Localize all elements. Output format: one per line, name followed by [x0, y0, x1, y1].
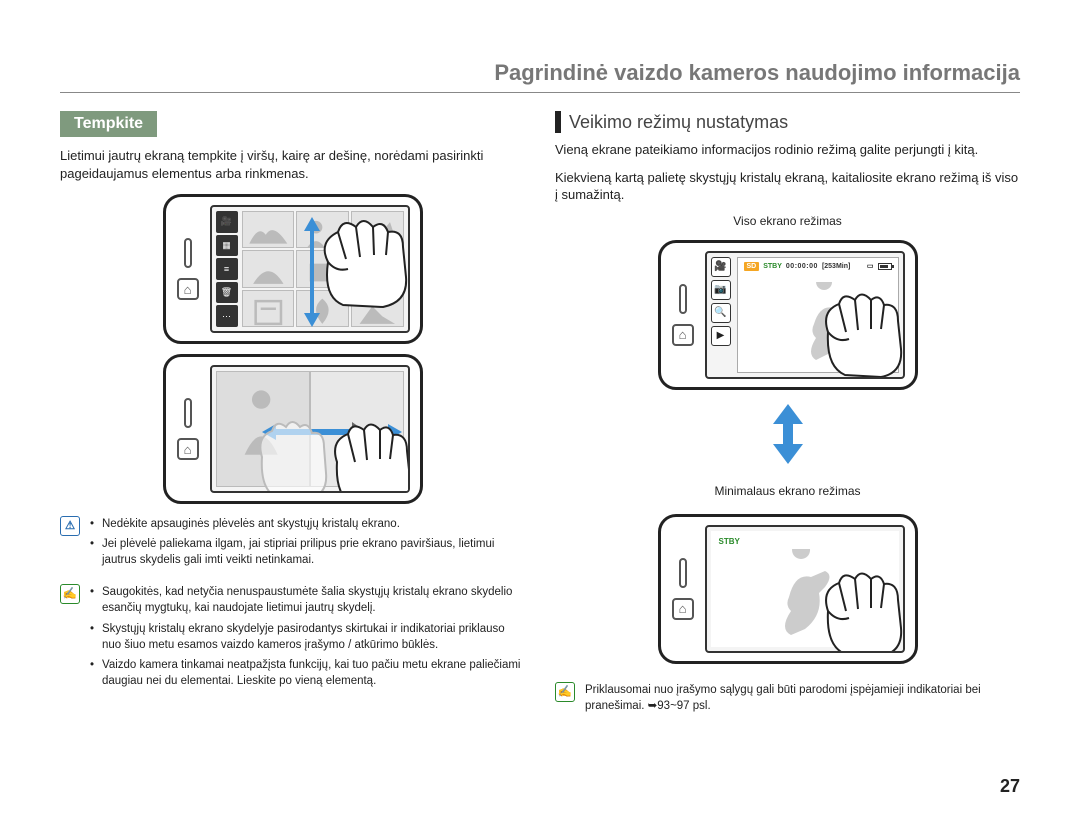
- warning-item: Nedėkite apsauginės plėvelės ant skystųj…: [90, 516, 525, 532]
- thumbnail[interactable]: [242, 250, 295, 287]
- warning-icon: ⚠: [60, 516, 80, 536]
- thumbnail[interactable]: [351, 290, 404, 327]
- drag-arrow-vertical-icon: [302, 217, 322, 327]
- zoom-icon[interactable]: 🔍: [711, 303, 731, 323]
- playback-screen[interactable]: [210, 365, 410, 493]
- speaker-pill: [184, 398, 192, 428]
- side-icon-strip: 🎥 ▦ ≡ 🗑 ⋯: [216, 211, 238, 327]
- left-intro: Lietimui jautrų ekraną tempkite į viršų,…: [60, 147, 525, 182]
- thumbnail[interactable]: [242, 290, 295, 327]
- side-icon[interactable]: ⋯: [216, 305, 238, 327]
- thumbnail-grid: [242, 211, 404, 327]
- heading-bar: [555, 111, 561, 133]
- section-heading: Veikimo režimų nustatymas: [555, 111, 1020, 133]
- heading-text: Veikimo režimų nustatymas: [569, 112, 788, 133]
- home-button[interactable]: ⌂: [672, 598, 694, 620]
- thumbnail[interactable]: [351, 250, 404, 287]
- card-icon: ▭: [867, 262, 874, 270]
- record-viewport: SD STBY 00:00:00 [253Min] ▭: [737, 257, 899, 373]
- warning-item: Jei plėvelė paliekama ilgam, jai stipria…: [90, 536, 525, 568]
- thumbnail[interactable]: [351, 211, 404, 248]
- home-icon: ⌂: [184, 442, 192, 457]
- info-item: Vaizdo kamera tinkamai neatpažįsta funkc…: [90, 657, 525, 689]
- caption-min: Minimalaus ekrano režimas: [714, 484, 860, 498]
- home-button[interactable]: ⌂: [672, 324, 694, 346]
- rec-remaining: [253Min]: [822, 263, 850, 270]
- min-stby-label: STBY: [719, 537, 740, 546]
- info-icon: ✍: [555, 682, 575, 702]
- record-screen-full[interactable]: 🎥 📷 🔍 ▶ SD STBY 00:00:00 [253Min]: [705, 251, 905, 379]
- side-icon[interactable]: ≡: [216, 258, 238, 280]
- mode-icon[interactable]: 📷: [711, 280, 731, 300]
- tempkite-badge: Tempkite: [60, 111, 157, 137]
- home-button[interactable]: ⌂: [177, 278, 199, 300]
- right-column: Veikimo režimų nustatymas Vieną ekrane p…: [555, 111, 1020, 714]
- two-column-layout: Tempkite Lietimui jautrų ekraną tempkite…: [60, 111, 1020, 714]
- side-icon[interactable]: 🗑: [216, 282, 238, 304]
- mode-toggle-arrow: [771, 404, 805, 464]
- grid-screen[interactable]: 🎥 ▦ ≡ 🗑 ⋯: [210, 205, 410, 333]
- device-home-column: ⌂: [174, 238, 202, 300]
- speaker-pill: [679, 558, 687, 588]
- info-item: Saugokitės, kad netyčia nenuspaustumėte …: [90, 584, 525, 616]
- mode-icon[interactable]: 🎥: [711, 257, 731, 277]
- device-home-column: ⌂: [669, 284, 697, 346]
- manual-page: Pagrindinė vaizdo kameros naudojimo info…: [0, 0, 1080, 827]
- speaker-pill: [679, 284, 687, 314]
- record-screen-min[interactable]: STBY: [705, 525, 905, 653]
- battery-icon: [878, 263, 892, 270]
- rec-time: 00:00:00: [786, 263, 818, 270]
- device-home-column: ⌂: [174, 398, 202, 460]
- info-list: Saugokitės, kad netyčia nenuspaustumėte …: [90, 584, 525, 693]
- home-icon: ⌂: [184, 282, 192, 297]
- device-grid-drag: ⌂ 🎥 ▦ ≡ 🗑 ⋯: [163, 194, 423, 344]
- right-para1: Vieną ekrane pateikiamo informacijos rod…: [555, 141, 1020, 159]
- footer-note-text: Priklausomai nuo įrašymo sąlygų gali būt…: [585, 682, 1020, 714]
- record-status-bar: SD STBY 00:00:00 [253Min] ▭: [744, 262, 892, 271]
- left-devices: ⌂ 🎥 ▦ ≡ 🗑 ⋯: [60, 194, 525, 504]
- home-button[interactable]: ⌂: [177, 438, 199, 460]
- left-column: Tempkite Lietimui jautrų ekraną tempkite…: [60, 111, 525, 714]
- right-para2: Kiekvieną kartą palietę skystųjų kristal…: [555, 169, 1020, 204]
- record-icon-strip: 🎥 📷 🔍 ▶: [711, 257, 733, 373]
- subject-silhouette: [796, 282, 866, 362]
- footer-note: ✍ Priklausomai nuo įrašymo sąlygų gali b…: [555, 682, 1020, 714]
- side-icon[interactable]: ▦: [216, 235, 238, 257]
- side-icon[interactable]: 🎥: [216, 211, 238, 233]
- double-arrow-icon: [771, 404, 805, 464]
- stby-label: STBY: [763, 263, 782, 270]
- device-fullscreen-mode: ⌂ 🎥 📷 🔍 ▶ SD STBY: [658, 240, 918, 390]
- horizontal-rule: [60, 92, 1020, 93]
- sd-badge: SD: [744, 262, 760, 271]
- speaker-pill: [184, 238, 192, 268]
- subject-silhouette: [769, 549, 849, 639]
- device-home-column: ⌂: [669, 558, 697, 620]
- drag-arrow-horizontal-icon: [262, 422, 402, 442]
- warning-note: ⚠ Nedėkite apsauginės plėvelės ant skyst…: [60, 516, 525, 572]
- page-number: 27: [1000, 776, 1020, 797]
- info-item: Skystųjų kristalų ekrano skydelyje pasir…: [90, 621, 525, 653]
- play-mode-icon[interactable]: ▶: [711, 326, 731, 346]
- info-note: ✍ Saugokitės, kad netyčia nenuspaustumėt…: [60, 584, 525, 693]
- thumbnail[interactable]: [242, 211, 295, 248]
- home-icon: ⌂: [679, 327, 687, 342]
- right-devices: ⌂ 🎥 📷 🔍 ▶ SD STBY: [555, 240, 1020, 664]
- page-title: Pagrindinė vaizdo kameros naudojimo info…: [60, 60, 1020, 86]
- info-icon: ✍: [60, 584, 80, 604]
- home-icon: ⌂: [679, 601, 687, 616]
- caption-full: Viso ekrano režimas: [555, 214, 1020, 228]
- device-minimal-mode: ⌂ STBY: [658, 514, 918, 664]
- warning-list: Nedėkite apsauginės plėvelės ant skystųj…: [90, 516, 525, 572]
- min-viewport: STBY: [711, 531, 899, 647]
- device-playback-swipe: ⌂: [163, 354, 423, 504]
